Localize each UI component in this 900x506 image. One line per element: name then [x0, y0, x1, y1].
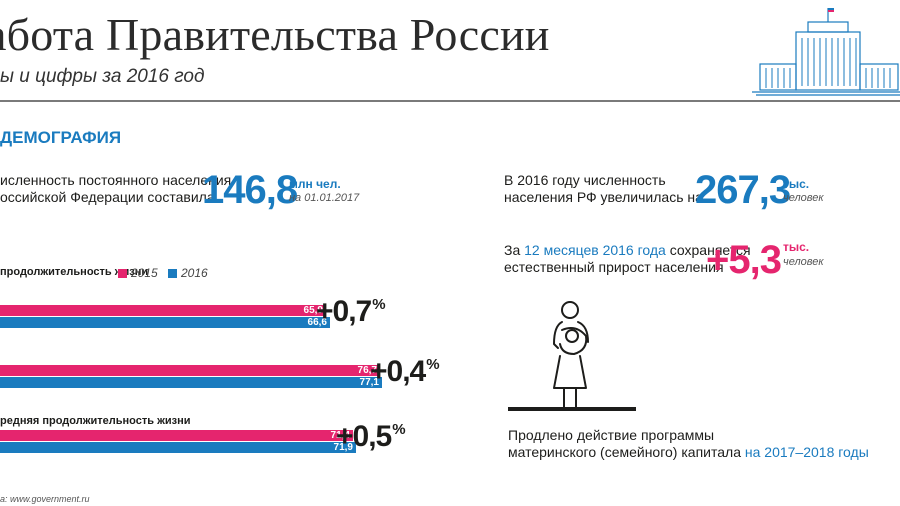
bar-group-3-2015: 71,4: [0, 430, 353, 441]
maternity-text-1: Продлено действие программы: [508, 427, 715, 443]
growth-note: человек: [783, 256, 824, 268]
population-date: на 01.01.2017: [289, 192, 360, 204]
increase-text-1: В 2016 году численность: [504, 172, 666, 188]
page-subtitle: ы и цифры за 2016 год: [0, 66, 205, 87]
growth-text-2: естественный прирост населения: [504, 259, 724, 275]
bar-value-label: 66,6: [307, 317, 327, 328]
bar-value-label: 65,9: [303, 305, 323, 316]
bar-group-2-2016: 77,1: [0, 377, 382, 388]
delta-unit: %: [372, 296, 385, 313]
growth-suffix: сохраняется: [665, 242, 751, 258]
bar-value-label: 76,7: [357, 365, 377, 376]
delta-group-1: +0,7%: [316, 295, 386, 328]
government-building-icon: [752, 8, 900, 96]
growth-unit: тыс.: [783, 240, 810, 254]
population-text-1: исленность постоянного населения: [0, 172, 232, 188]
population-value: 146,8: [202, 168, 298, 212]
growth-value: +5,3: [706, 238, 782, 282]
chart-group-label-3: редняя продолжительность жизни: [0, 415, 191, 427]
delta-unit: %: [392, 421, 405, 438]
header-divider: [0, 100, 900, 102]
increase-unit: тыс.: [783, 177, 810, 191]
bar-value-label: 71,4: [330, 430, 350, 441]
delta-group-3: +0,5%: [336, 420, 406, 453]
mother-with-child-icon: [553, 301, 589, 408]
legend-label-2016: 2016: [181, 266, 208, 280]
ground-line: [508, 407, 636, 411]
bar-value-label: 71,9: [333, 442, 353, 453]
delta-unit: %: [426, 356, 439, 373]
page-title: абота Правительства России: [0, 9, 550, 60]
chart-legend-title: продолжительность жизни: [0, 266, 149, 278]
increase-text-2: населения РФ увеличилась на: [504, 189, 703, 205]
maternity-period-highlight: на 2017–2018 годы: [744, 444, 869, 460]
delta-group-2: +0,4%: [370, 355, 440, 388]
increase-value: 267,3: [695, 168, 791, 212]
legend-swatch-2016: [168, 269, 177, 278]
bar-group-1-2016: 66,6: [0, 317, 330, 328]
maternity-text-plain: материнского (семейного) капитала: [508, 444, 745, 460]
growth-text-1: За 12 месяцев 2016 года сохраняется: [504, 242, 751, 259]
legend-item-2015: 2015: [118, 266, 158, 280]
bar-group-3-2016: 71,9: [0, 442, 356, 453]
population-unit: млн чел.: [289, 177, 341, 191]
bar-value-label: 77,1: [359, 377, 379, 388]
legend-swatch-2015: [118, 269, 127, 278]
legend-label-2015: 2015: [131, 266, 158, 280]
population-text-2: оссийской Федерации составила: [0, 189, 215, 205]
maternity-text-2: материнского (семейного) капитала на 201…: [508, 444, 869, 461]
section-title: ДЕМОГРАФИЯ: [0, 128, 122, 147]
legend-item-2016: 2016: [168, 266, 208, 280]
increase-note: человек: [783, 192, 824, 204]
growth-prefix: За: [504, 242, 525, 258]
bar-group-1-2015: 65,9: [0, 305, 326, 316]
source-footer: а: www.government.ru: [0, 494, 90, 504]
bar-group-2-2015: 76,7: [0, 365, 380, 376]
growth-period-highlight: 12 месяцев 2016 года: [524, 242, 666, 258]
